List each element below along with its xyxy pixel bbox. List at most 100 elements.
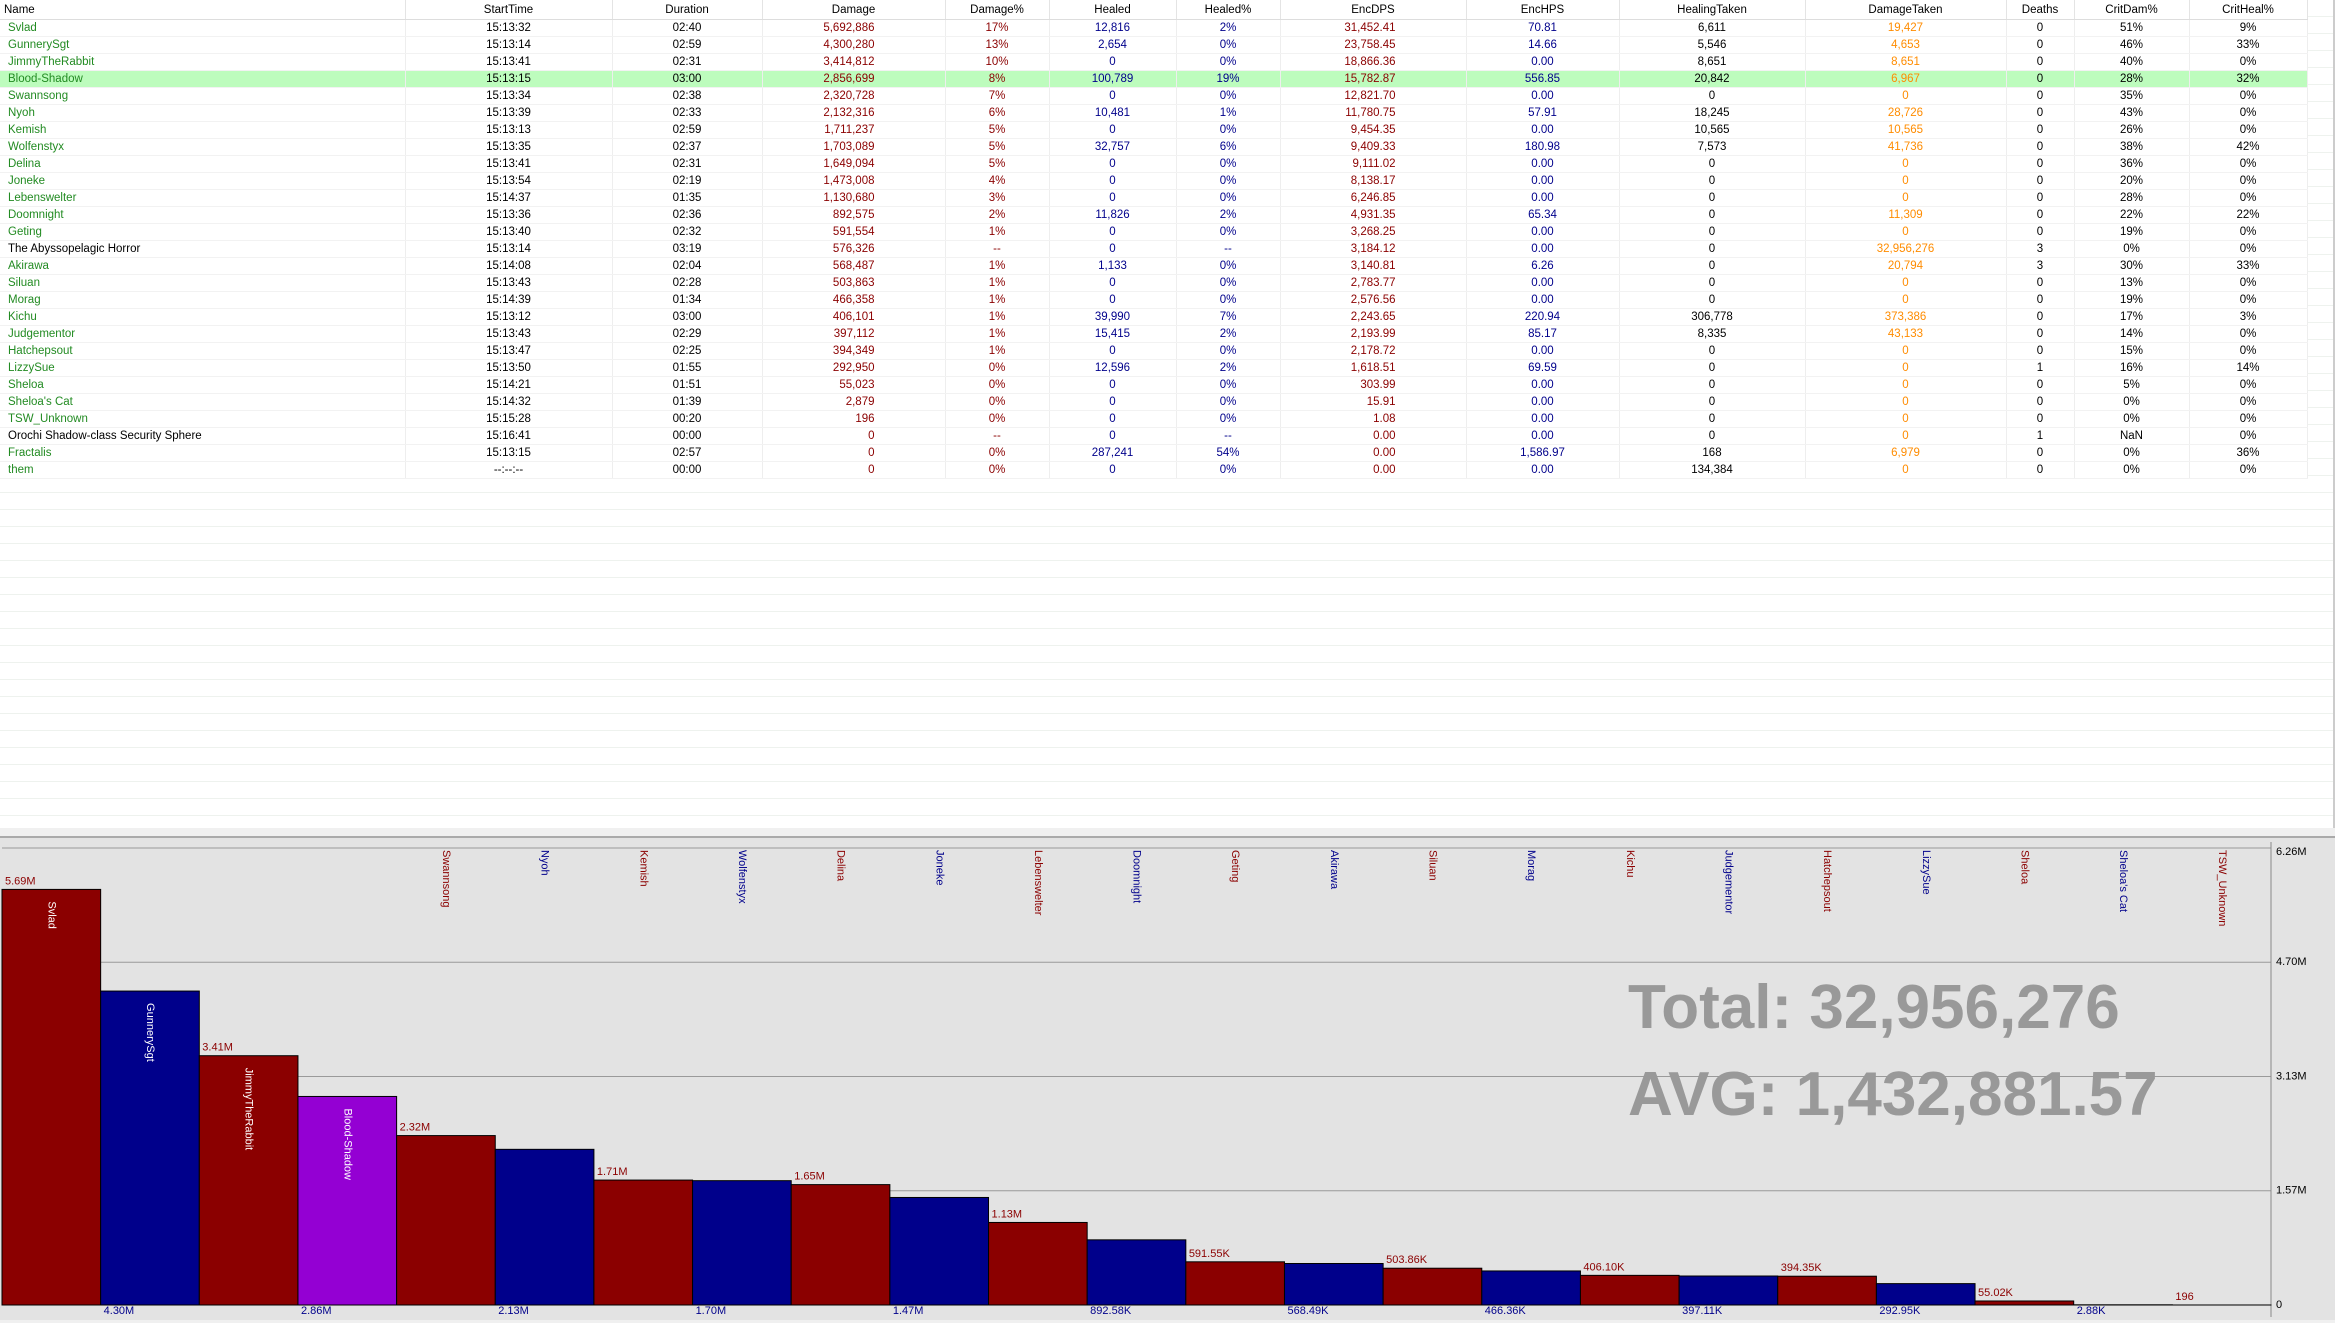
table-cell: 20,842 [1619,71,1805,88]
table-cell: 0 [1049,462,1176,479]
table-cell: 15:13:43 [405,326,612,343]
table-cell: 0% [1176,292,1280,309]
table-cell: 15:13:54 [405,173,612,190]
table-cell: 02:04 [612,258,762,275]
table-cell: 19% [2074,224,2189,241]
column-header: Duration [612,0,762,20]
value-label: 55.02K [1978,1287,2014,1299]
table-cell: 1,703,089 [762,139,945,156]
table-cell: 13% [2074,275,2189,292]
table-cell: JimmyTheRabbit [0,54,405,71]
table-cell: 1,473,008 [762,173,945,190]
table-cell: 19,427 [1805,20,2006,37]
table-cell: --:--:-- [405,462,612,479]
table-cell: 15,782.87 [1280,71,1466,88]
table-cell: 0 [1619,224,1805,241]
table-cell: 16% [2074,360,2189,377]
table-cell: 0.00 [1466,88,1619,105]
table-cell: 287,241 [1049,445,1176,462]
table-cell: 0% [2189,343,2307,360]
table-cell: 0 [1619,360,1805,377]
table-cell: 0.00 [1466,122,1619,139]
table-cell: 1% [945,292,1049,309]
table-cell: 0 [2006,224,2074,241]
column-header: DamageTaken [1805,0,2006,20]
table-cell: 6% [1176,139,1280,156]
column-header: HealingTaken [1619,0,1805,20]
table-cell: 15:13:14 [405,37,612,54]
table-cell: 0% [2189,462,2307,479]
table-cell: 02:38 [612,88,762,105]
bar [1778,1276,1877,1305]
table-cell: 0 [1619,275,1805,292]
table-cell: 8,335 [1619,326,1805,343]
table-cell: 0 [2006,122,2074,139]
bar-name-label: LizzySue [1920,850,1932,895]
table-cell: 55,023 [762,377,945,394]
table-cell: Joneke [0,173,405,190]
table-cell: 1,649,094 [762,156,945,173]
y-tick-label: 1.57M [2276,1185,2307,1197]
table-cell: 0 [1049,54,1176,71]
summary-annotation: Total: 32,956,276 [1628,973,2120,1042]
table-cell: 0 [2006,326,2074,343]
table-cell: 0 [1619,377,1805,394]
bar [1975,1301,2074,1305]
table-cell: 54% [1176,445,1280,462]
table-cell: 0% [1176,54,1280,71]
value-label: 503.86K [1386,1254,1428,1266]
table-cell: 556.85 [1466,71,1619,88]
bar [1876,1284,1975,1305]
table-cell: 0 [1049,394,1176,411]
table-cell: 10,565 [1619,122,1805,139]
table-cell: 0% [2189,275,2307,292]
table-cell: Kichu [0,309,405,326]
table-cell: 15:13:41 [405,156,612,173]
table-cell: 1.08 [1280,411,1466,428]
table-cell: 2,320,728 [762,88,945,105]
table-cell: 33% [2189,258,2307,275]
table-cell: 0% [945,394,1049,411]
table-cell: 2,132,316 [762,105,945,122]
table-cell: 0% [1176,37,1280,54]
table-cell: 42% [2189,139,2307,156]
table-cell: Lebenswelter [0,190,405,207]
bar-name-label: Kichu [1624,850,1636,878]
table-cell: 134,384 [1619,462,1805,479]
table-cell: 38% [2074,139,2189,156]
table-cell: 32% [2189,71,2307,88]
table-cell: 0 [1805,377,2006,394]
bar-name-label: TSW_Unknown [2216,850,2228,926]
table-cell: 0 [762,462,945,479]
bar [1383,1268,1482,1305]
table-cell: GunnerySgt [0,37,405,54]
table-cell: 0% [1176,462,1280,479]
